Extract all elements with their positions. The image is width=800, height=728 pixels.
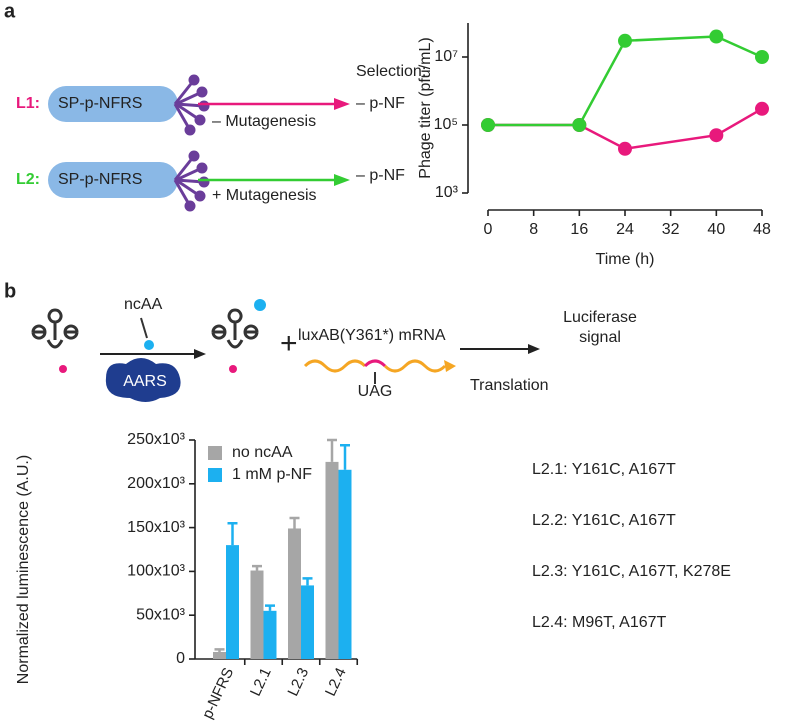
error-bar bbox=[265, 604, 275, 611]
construct-icons bbox=[48, 74, 210, 212]
anticodon bbox=[229, 365, 237, 373]
y-tick-label: 200x10³ bbox=[127, 475, 185, 492]
y-tick-label: 50x10³ bbox=[136, 606, 186, 623]
lineage-label: L1: bbox=[16, 95, 40, 112]
x-tick-label: 8 bbox=[529, 221, 538, 238]
anticodon bbox=[59, 365, 67, 373]
arrow-head bbox=[194, 349, 206, 359]
trna-icons bbox=[31, 308, 259, 349]
legend-swatch bbox=[208, 446, 222, 460]
point bbox=[709, 128, 724, 143]
y-tick-label: 150x10³ bbox=[127, 519, 185, 536]
x-tick-label: 24 bbox=[616, 221, 634, 238]
error-bar bbox=[252, 564, 262, 571]
translation-label: Translation bbox=[470, 377, 549, 394]
x-axis-label: Time (h) bbox=[596, 251, 655, 268]
y-axis-label: Phage titer (pfu/mL) bbox=[417, 37, 434, 178]
charts: 10³ 10⁵ 10⁷ 0 8 16 24 32 40 48 Time (h) Phage titer… bbox=[15, 23, 771, 721]
construct-label: SP-p-NFRS bbox=[58, 95, 142, 112]
legend-label: 1 mM p-NF bbox=[232, 466, 312, 483]
legend-label: no ncAA bbox=[232, 444, 293, 461]
bar bbox=[288, 528, 301, 659]
error-bar bbox=[327, 438, 337, 462]
arrows bbox=[198, 98, 350, 186]
plus: + bbox=[280, 327, 298, 360]
error-bar bbox=[340, 444, 350, 470]
point bbox=[481, 118, 495, 132]
x-tick-label: 16 bbox=[570, 221, 588, 238]
mutation-label: L2.4: M96T, A167T bbox=[532, 614, 667, 631]
signal-label: Luciferase bbox=[563, 309, 637, 326]
bar bbox=[213, 651, 226, 659]
x-tick-label: 48 bbox=[753, 221, 771, 238]
aars-label: AARS bbox=[123, 373, 167, 390]
condition-label: – Mutagenesis bbox=[212, 113, 316, 130]
x-tick-label: L2.3 bbox=[284, 665, 312, 699]
point bbox=[755, 101, 769, 116]
mrna-head bbox=[444, 360, 456, 372]
y-tick-label: 10⁷ bbox=[434, 48, 458, 65]
x-tick-label: p-NFRS bbox=[199, 665, 237, 721]
x-tick-label: L2.4 bbox=[322, 665, 350, 699]
error-bar bbox=[289, 516, 300, 529]
mutation-label: L2.2: Y161C, A167T bbox=[532, 512, 676, 529]
y-tick-label: 0 bbox=[176, 650, 185, 667]
y-tick-label: 100x10³ bbox=[127, 563, 185, 580]
mutation-label: L2.1: Y161C, A167T bbox=[532, 461, 676, 478]
point bbox=[618, 141, 632, 156]
ncaa-dot bbox=[254, 299, 266, 311]
legend-swatch bbox=[208, 468, 222, 482]
mrna bbox=[303, 359, 367, 373]
panel-label: b bbox=[4, 280, 16, 302]
ncaa-dot bbox=[144, 340, 154, 350]
error-bar bbox=[214, 648, 225, 652]
y-tick-label: 10³ bbox=[435, 184, 459, 201]
x-tick-label: 0 bbox=[484, 221, 493, 238]
x-tick-label: 40 bbox=[707, 221, 725, 238]
error-bar bbox=[302, 577, 313, 586]
mrna-label: luxAB(Y361*) mRNA bbox=[298, 327, 446, 344]
bar bbox=[226, 545, 239, 659]
x-tick-label: L2.1 bbox=[247, 665, 275, 699]
y-axis-label: Normalized luminescence (A.U.) bbox=[15, 455, 32, 684]
pointer bbox=[140, 317, 148, 339]
codon-label: UAG bbox=[358, 383, 393, 400]
series-line bbox=[488, 35, 763, 127]
bar bbox=[338, 469, 352, 659]
construct-label: SP-p-NFRS bbox=[58, 171, 142, 188]
selection-label: – p-NF bbox=[356, 95, 405, 112]
bar bbox=[250, 570, 264, 659]
panel-label: a bbox=[4, 0, 16, 22]
arrow-head bbox=[528, 344, 540, 354]
lineage-label: L2: bbox=[16, 171, 40, 188]
ncaa-label: ncAA bbox=[124, 296, 163, 313]
y-tick-label: 10⁵ bbox=[434, 116, 458, 133]
condition-label: + Mutagenesis bbox=[212, 187, 317, 204]
point bbox=[709, 29, 724, 44]
x-tick-label: 32 bbox=[662, 221, 680, 238]
point bbox=[572, 118, 587, 132]
mrna bbox=[383, 359, 447, 373]
selection-title: Selection: bbox=[356, 63, 426, 80]
bar bbox=[263, 610, 277, 659]
y-tick-label: 250x10³ bbox=[127, 431, 185, 448]
signal-label: signal bbox=[579, 329, 621, 346]
bar bbox=[301, 585, 314, 659]
stop-codon bbox=[363, 359, 387, 368]
bar bbox=[325, 461, 339, 659]
error-bar bbox=[227, 521, 238, 546]
mutation-label: L2.3: Y161C, A167T, K278E bbox=[532, 563, 731, 580]
point bbox=[618, 33, 632, 48]
aars-blob bbox=[105, 358, 181, 402]
selection-label: – p-NF bbox=[356, 167, 405, 184]
point bbox=[755, 50, 769, 64]
